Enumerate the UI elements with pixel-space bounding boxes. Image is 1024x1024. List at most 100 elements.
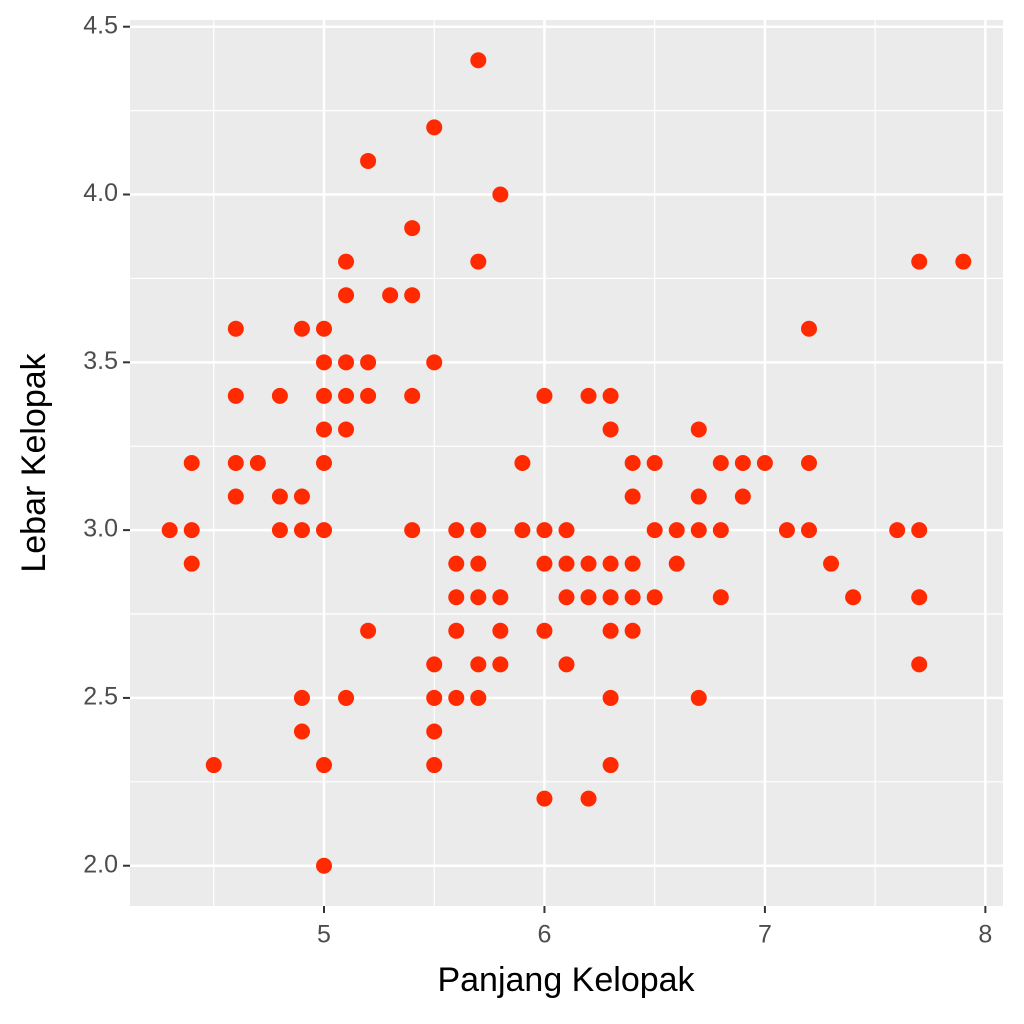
x-axis-title: Panjang Kelopak: [437, 961, 695, 999]
point: [360, 152, 377, 169]
point: [756, 455, 773, 471]
point: [338, 354, 355, 371]
point: [801, 320, 817, 337]
y-tick-label: 3.5: [83, 347, 118, 375]
point: [690, 689, 707, 706]
point: [183, 555, 200, 572]
point: [316, 421, 332, 438]
point: [801, 522, 817, 539]
x-tick-label: 8: [978, 921, 992, 949]
point: [845, 589, 862, 606]
point: [624, 622, 641, 639]
point: [161, 522, 178, 539]
point: [492, 589, 509, 606]
point: [668, 522, 685, 539]
point: [712, 455, 729, 471]
point: [646, 522, 663, 539]
point: [558, 555, 575, 572]
point: [448, 689, 465, 706]
point: [183, 522, 200, 539]
point: [316, 522, 332, 539]
point: [668, 555, 685, 572]
point: [889, 522, 906, 539]
point: [227, 488, 244, 505]
point: [580, 790, 597, 807]
point: [580, 589, 597, 606]
point: [558, 522, 575, 539]
point: [514, 522, 531, 539]
point: [470, 253, 487, 270]
point: [536, 790, 553, 807]
point: [316, 455, 332, 471]
point: [602, 421, 619, 438]
point: [536, 522, 553, 539]
point: [778, 522, 795, 539]
point: [316, 757, 332, 774]
point: [338, 689, 355, 706]
point: [690, 522, 707, 539]
point: [624, 455, 641, 471]
point: [602, 589, 619, 606]
point: [602, 387, 619, 404]
y-tick-label: 4.0: [83, 179, 118, 207]
y-axis-title: Lebar Kelopak: [15, 352, 53, 572]
point: [690, 421, 707, 438]
point: [271, 488, 288, 505]
point: [712, 522, 729, 539]
point: [492, 622, 509, 639]
point: [316, 320, 332, 337]
point: [316, 857, 332, 874]
point: [646, 455, 663, 471]
point: [271, 387, 288, 404]
point: [492, 186, 509, 203]
point: [470, 589, 487, 606]
panel: [130, 20, 1003, 906]
point: [271, 522, 288, 539]
point: [470, 52, 487, 69]
point: [712, 589, 729, 606]
point: [404, 387, 421, 404]
point: [602, 555, 619, 572]
point: [426, 656, 443, 673]
point: [426, 119, 443, 136]
point: [426, 723, 443, 740]
point: [801, 455, 817, 471]
point: [470, 689, 487, 706]
point: [448, 622, 465, 639]
point: [911, 253, 928, 270]
y-tick-label: 4.5: [83, 11, 118, 39]
point: [426, 354, 443, 371]
point: [602, 622, 619, 639]
point: [404, 220, 421, 237]
point: [338, 253, 355, 270]
point: [316, 387, 332, 404]
point: [293, 522, 310, 539]
point: [382, 287, 399, 304]
point: [580, 555, 597, 572]
point: [338, 287, 355, 304]
point: [470, 656, 487, 673]
point: [734, 488, 751, 505]
point: [558, 589, 575, 606]
point: [514, 455, 531, 471]
point: [293, 488, 310, 505]
x-tick-label: 7: [758, 921, 772, 949]
point: [249, 455, 266, 471]
point: [536, 555, 553, 572]
point: [580, 387, 597, 404]
point: [911, 522, 928, 539]
point: [624, 488, 641, 505]
point: [360, 387, 377, 404]
point: [227, 387, 244, 404]
y-tick-label: 3.0: [83, 515, 118, 543]
point: [624, 589, 641, 606]
point: [426, 689, 443, 706]
point: [205, 757, 222, 774]
x-tick-label: 6: [538, 921, 552, 949]
point: [911, 589, 928, 606]
point: [227, 455, 244, 471]
point: [602, 757, 619, 774]
point: [338, 421, 355, 438]
y-tick-label: 2.0: [83, 850, 118, 878]
